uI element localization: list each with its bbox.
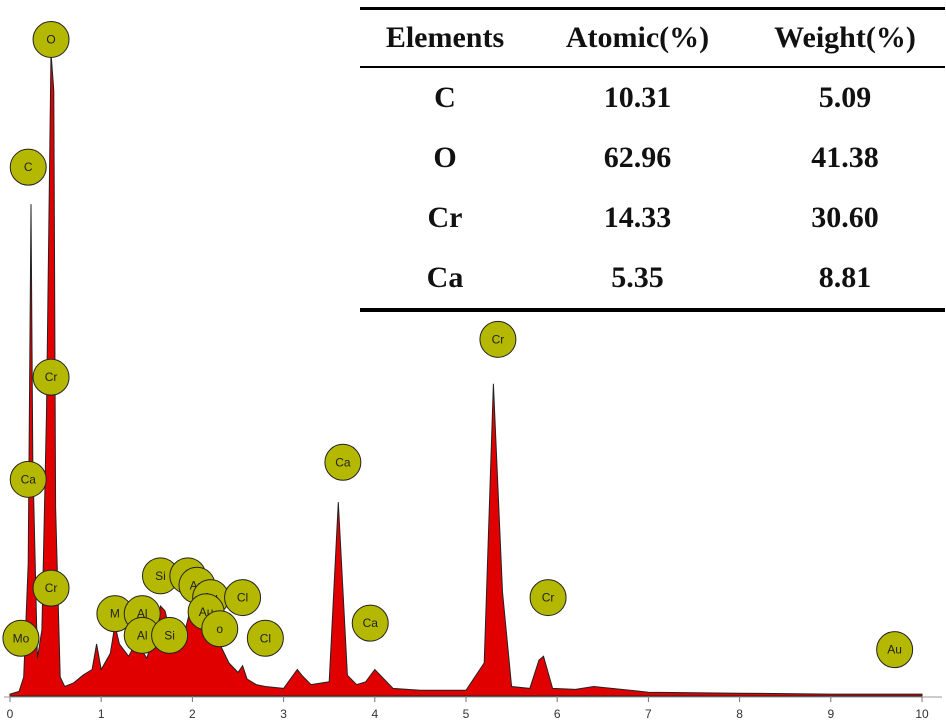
cell-weight: 41.38 — [811, 141, 879, 174]
peak-label-ca: Ca — [9, 460, 47, 498]
peak-label-text: Au — [887, 643, 902, 657]
peak-label-circle — [479, 320, 517, 358]
peak-label-mo: Mo — [2, 619, 40, 657]
peak-label-circle — [224, 579, 262, 617]
peak-label-cr: Cr — [479, 320, 517, 358]
header-elements: Elements — [385, 21, 505, 54]
x-tick-label: 6 — [554, 707, 561, 721]
header-weight: Weight(%) — [774, 21, 916, 54]
x-tick-label: 2 — [189, 707, 196, 721]
peak-label-text: Mo — [13, 631, 30, 645]
peak-label-circle — [32, 358, 70, 396]
peak-label-text: Ca — [363, 616, 379, 630]
cell-element: Cr — [427, 201, 463, 234]
peak-label-circle — [9, 460, 47, 498]
cell-atomic: 10.31 — [603, 81, 672, 114]
peak-label-circle — [246, 619, 284, 657]
table-row: Cr 14.33 30.60 — [360, 188, 945, 248]
peak-label-text: C — [24, 160, 33, 174]
peak-label-circle — [351, 604, 389, 642]
table-row: C 10.31 5.09 — [360, 67, 945, 128]
peak-label-circle — [876, 631, 914, 669]
x-tick-label: 5 — [463, 707, 470, 721]
peak-label-o: O — [32, 20, 70, 58]
peak-label-circle — [151, 616, 189, 654]
x-tick-label: 10 — [915, 707, 929, 721]
x-tick-label: 9 — [827, 707, 834, 721]
peak-label-text: M — [110, 607, 120, 621]
peak-label-o: o — [201, 610, 239, 648]
peak-label-circle — [201, 610, 239, 648]
peak-label-circle — [32, 20, 70, 58]
peak-label-text: Cl — [260, 631, 271, 645]
cell-element: O — [433, 141, 457, 174]
peak-label-cl: Cl — [224, 579, 262, 617]
peak-label-ca: Ca — [324, 443, 362, 481]
peak-label-text: o — [216, 622, 223, 636]
peak-label-text: Al — [137, 628, 148, 642]
peak-label-text: Cr — [492, 332, 505, 346]
x-tick-label: 0 — [7, 707, 14, 721]
cell-element: C — [434, 81, 456, 114]
cell-atomic: 14.33 — [603, 201, 672, 234]
cell-atomic: 5.35 — [611, 261, 664, 294]
cell-weight: 5.09 — [818, 81, 872, 114]
x-axis: 0 1 2 3 4 5 6 7 8 9 10 — [4, 696, 942, 721]
peak-label-circle — [529, 579, 567, 617]
x-tick-label: 7 — [645, 707, 652, 721]
peak-label-text: Cr — [542, 591, 555, 605]
peak-label-cr: Cr — [529, 579, 567, 617]
peak-label-ca: Ca — [351, 604, 389, 642]
peak-label-text: Al — [137, 607, 148, 621]
peak-label-au: Au — [876, 631, 914, 669]
cell-weight: 30.60 — [811, 201, 879, 234]
table-row: Ca 5.35 8.81 — [360, 248, 945, 310]
cell-element: Ca — [426, 261, 464, 294]
peak-label-text: Cr — [45, 581, 58, 595]
x-tick-label: 8 — [736, 707, 743, 721]
peak-label-cr: Cr — [32, 358, 70, 396]
peak-label-text: Si — [164, 628, 175, 642]
cell-atomic: 62.96 — [603, 141, 672, 174]
peak-label-text: Cl — [237, 591, 248, 605]
x-tick-label: 4 — [371, 707, 378, 721]
table-row: O 62.96 41.38 — [360, 128, 945, 188]
composition-table: Elements Atomic(%) Weight(%) C 10.31 5.0… — [360, 7, 945, 312]
header-atomic: Atomic(%) — [565, 21, 710, 54]
peak-label-si: Si — [151, 616, 189, 654]
table-header-row: Elements Atomic(%) Weight(%) — [360, 8, 945, 67]
peak-label-circle — [2, 619, 40, 657]
peak-label-cr: Cr — [32, 569, 70, 607]
peak-label-cl: Cl — [246, 619, 284, 657]
peak-label-text: O — [46, 32, 55, 46]
peak-label-circle — [9, 148, 47, 186]
x-tick-label: 1 — [98, 707, 105, 721]
peak-label-c: C — [9, 148, 47, 186]
cell-weight: 8.81 — [818, 261, 872, 294]
peak-label-circle — [324, 443, 362, 481]
peak-labels: OCCrCaCrMoSiPAuAuClMAlAuoAlSiClCaCaCrCrA… — [2, 20, 914, 669]
peak-label-text: Ca — [21, 472, 37, 486]
peak-label-text: Ca — [335, 455, 351, 469]
peak-label-circle — [32, 569, 70, 607]
peak-label-text: Si — [155, 569, 166, 583]
peak-label-text: Cr — [45, 370, 58, 384]
x-tick-label: 3 — [280, 707, 287, 721]
